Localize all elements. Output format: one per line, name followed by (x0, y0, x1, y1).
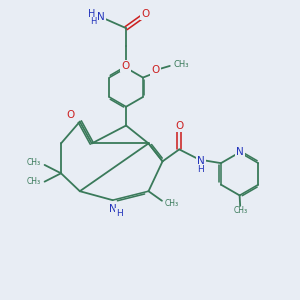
Text: CH₃: CH₃ (165, 199, 179, 208)
Text: N: N (236, 147, 244, 157)
Text: O: O (122, 61, 130, 71)
Text: H: H (90, 16, 97, 26)
Text: CH₃: CH₃ (174, 60, 189, 69)
Text: N: N (197, 156, 205, 166)
Text: H: H (116, 209, 123, 218)
Text: O: O (175, 121, 183, 130)
Text: CH₃: CH₃ (27, 158, 41, 167)
Text: O: O (66, 110, 74, 120)
Text: H: H (88, 9, 95, 19)
Text: O: O (141, 8, 150, 19)
Text: N: N (97, 12, 105, 22)
Text: CH₃: CH₃ (27, 177, 41, 186)
Text: CH₃: CH₃ (234, 206, 248, 215)
Text: O: O (152, 65, 160, 75)
Text: N: N (109, 203, 116, 214)
Text: H: H (197, 165, 204, 174)
